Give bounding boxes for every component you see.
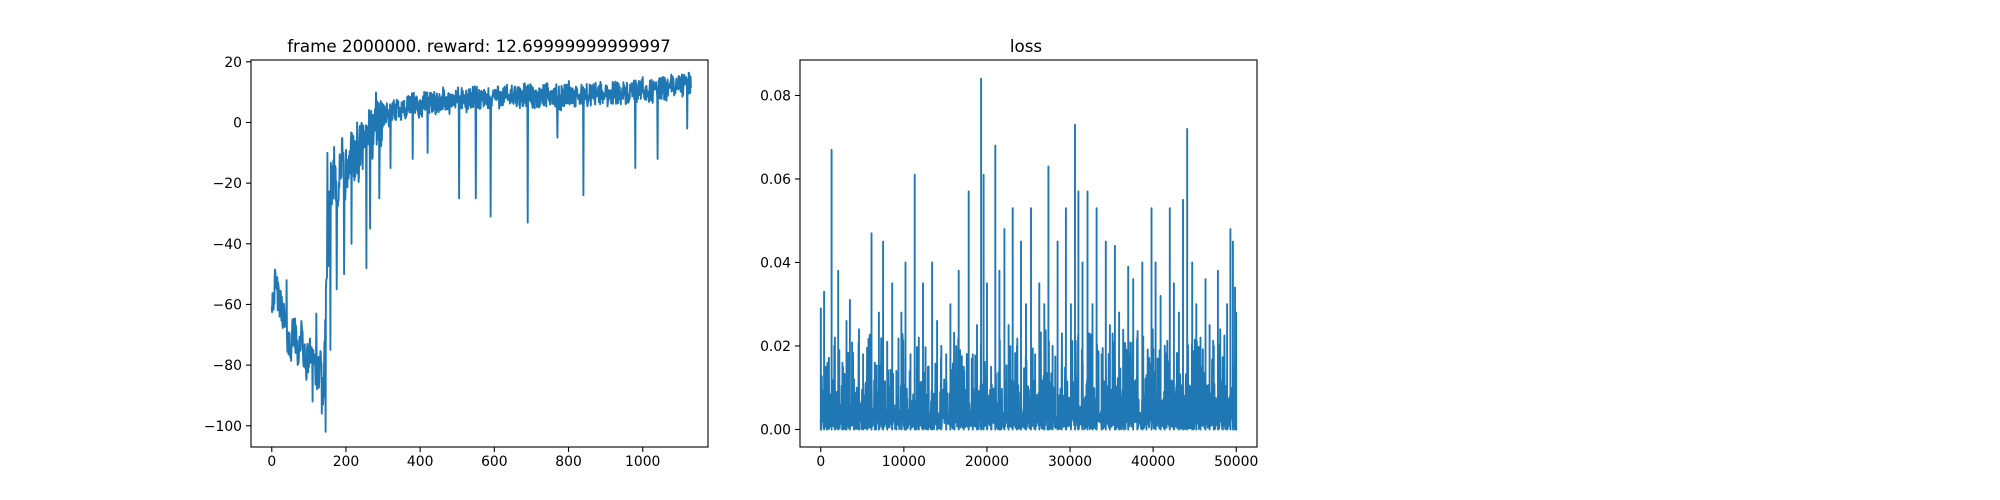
reward-y-tick-label: 0 <box>233 115 242 131</box>
reward-chart-title: frame 2000000. reward: 12.69999999999997 <box>287 36 671 56</box>
reward-y-tick-label: −60 <box>213 297 242 313</box>
reward-y-axis-ticks: −100 −80 −60 −40 −20 0 20 <box>204 55 251 435</box>
reward-x-tick-label: 400 <box>407 454 434 470</box>
loss-x-tick-label: 10000 <box>882 454 926 470</box>
reward-y-tick-label: −40 <box>213 237 242 253</box>
reward-y-tick-label: 20 <box>224 55 242 71</box>
loss-x-tick-label: 50000 <box>1214 454 1258 470</box>
loss-x-tick-label: 0 <box>816 454 825 470</box>
reward-series <box>270 71 692 433</box>
reward-y-tick-label: −80 <box>213 358 242 374</box>
reward-plot-frame <box>250 59 709 448</box>
loss-y-tick-label: 0.04 <box>760 255 791 271</box>
reward-x-tick-label: 600 <box>481 454 508 470</box>
reward-y-tick-label: −20 <box>213 176 242 192</box>
loss-x-axis-ticks: 0 10000 20000 30000 40000 50000 <box>816 447 1258 470</box>
loss-plot-frame <box>799 59 1258 448</box>
loss-y-tick-label: 0.08 <box>760 88 791 104</box>
reward-y-tick-label: −100 <box>204 419 242 435</box>
loss-series-line <box>819 77 1238 431</box>
loss-y-tick-label: 0.02 <box>760 339 791 355</box>
reward-x-tick-label: 1000 <box>625 454 660 470</box>
loss-chart: loss 0 10000 20000 30000 40000 50000 0.00 0.02… <box>760 36 1258 470</box>
loss-y-axis-ticks: 0.00 0.02 0.04 0.06 0.08 <box>760 88 800 438</box>
reward-chart: frame 2000000. reward: 12.69999999999997… <box>204 36 709 470</box>
reward-x-tick-label: 200 <box>333 454 360 470</box>
reward-series-line <box>270 71 692 433</box>
loss-y-tick-label: 0.00 <box>760 422 791 438</box>
loss-y-tick-label: 0.06 <box>760 172 791 188</box>
loss-x-tick-label: 30000 <box>1048 454 1092 470</box>
loss-series <box>819 77 1238 431</box>
loss-x-tick-label: 40000 <box>1131 454 1175 470</box>
loss-chart-title: loss <box>1010 36 1042 56</box>
loss-x-tick-label: 20000 <box>965 454 1009 470</box>
reward-x-tick-label: 800 <box>555 454 582 470</box>
reward-x-axis-ticks: 0 200 400 600 800 1000 <box>267 447 660 470</box>
reward-x-tick-label: 0 <box>267 454 276 470</box>
